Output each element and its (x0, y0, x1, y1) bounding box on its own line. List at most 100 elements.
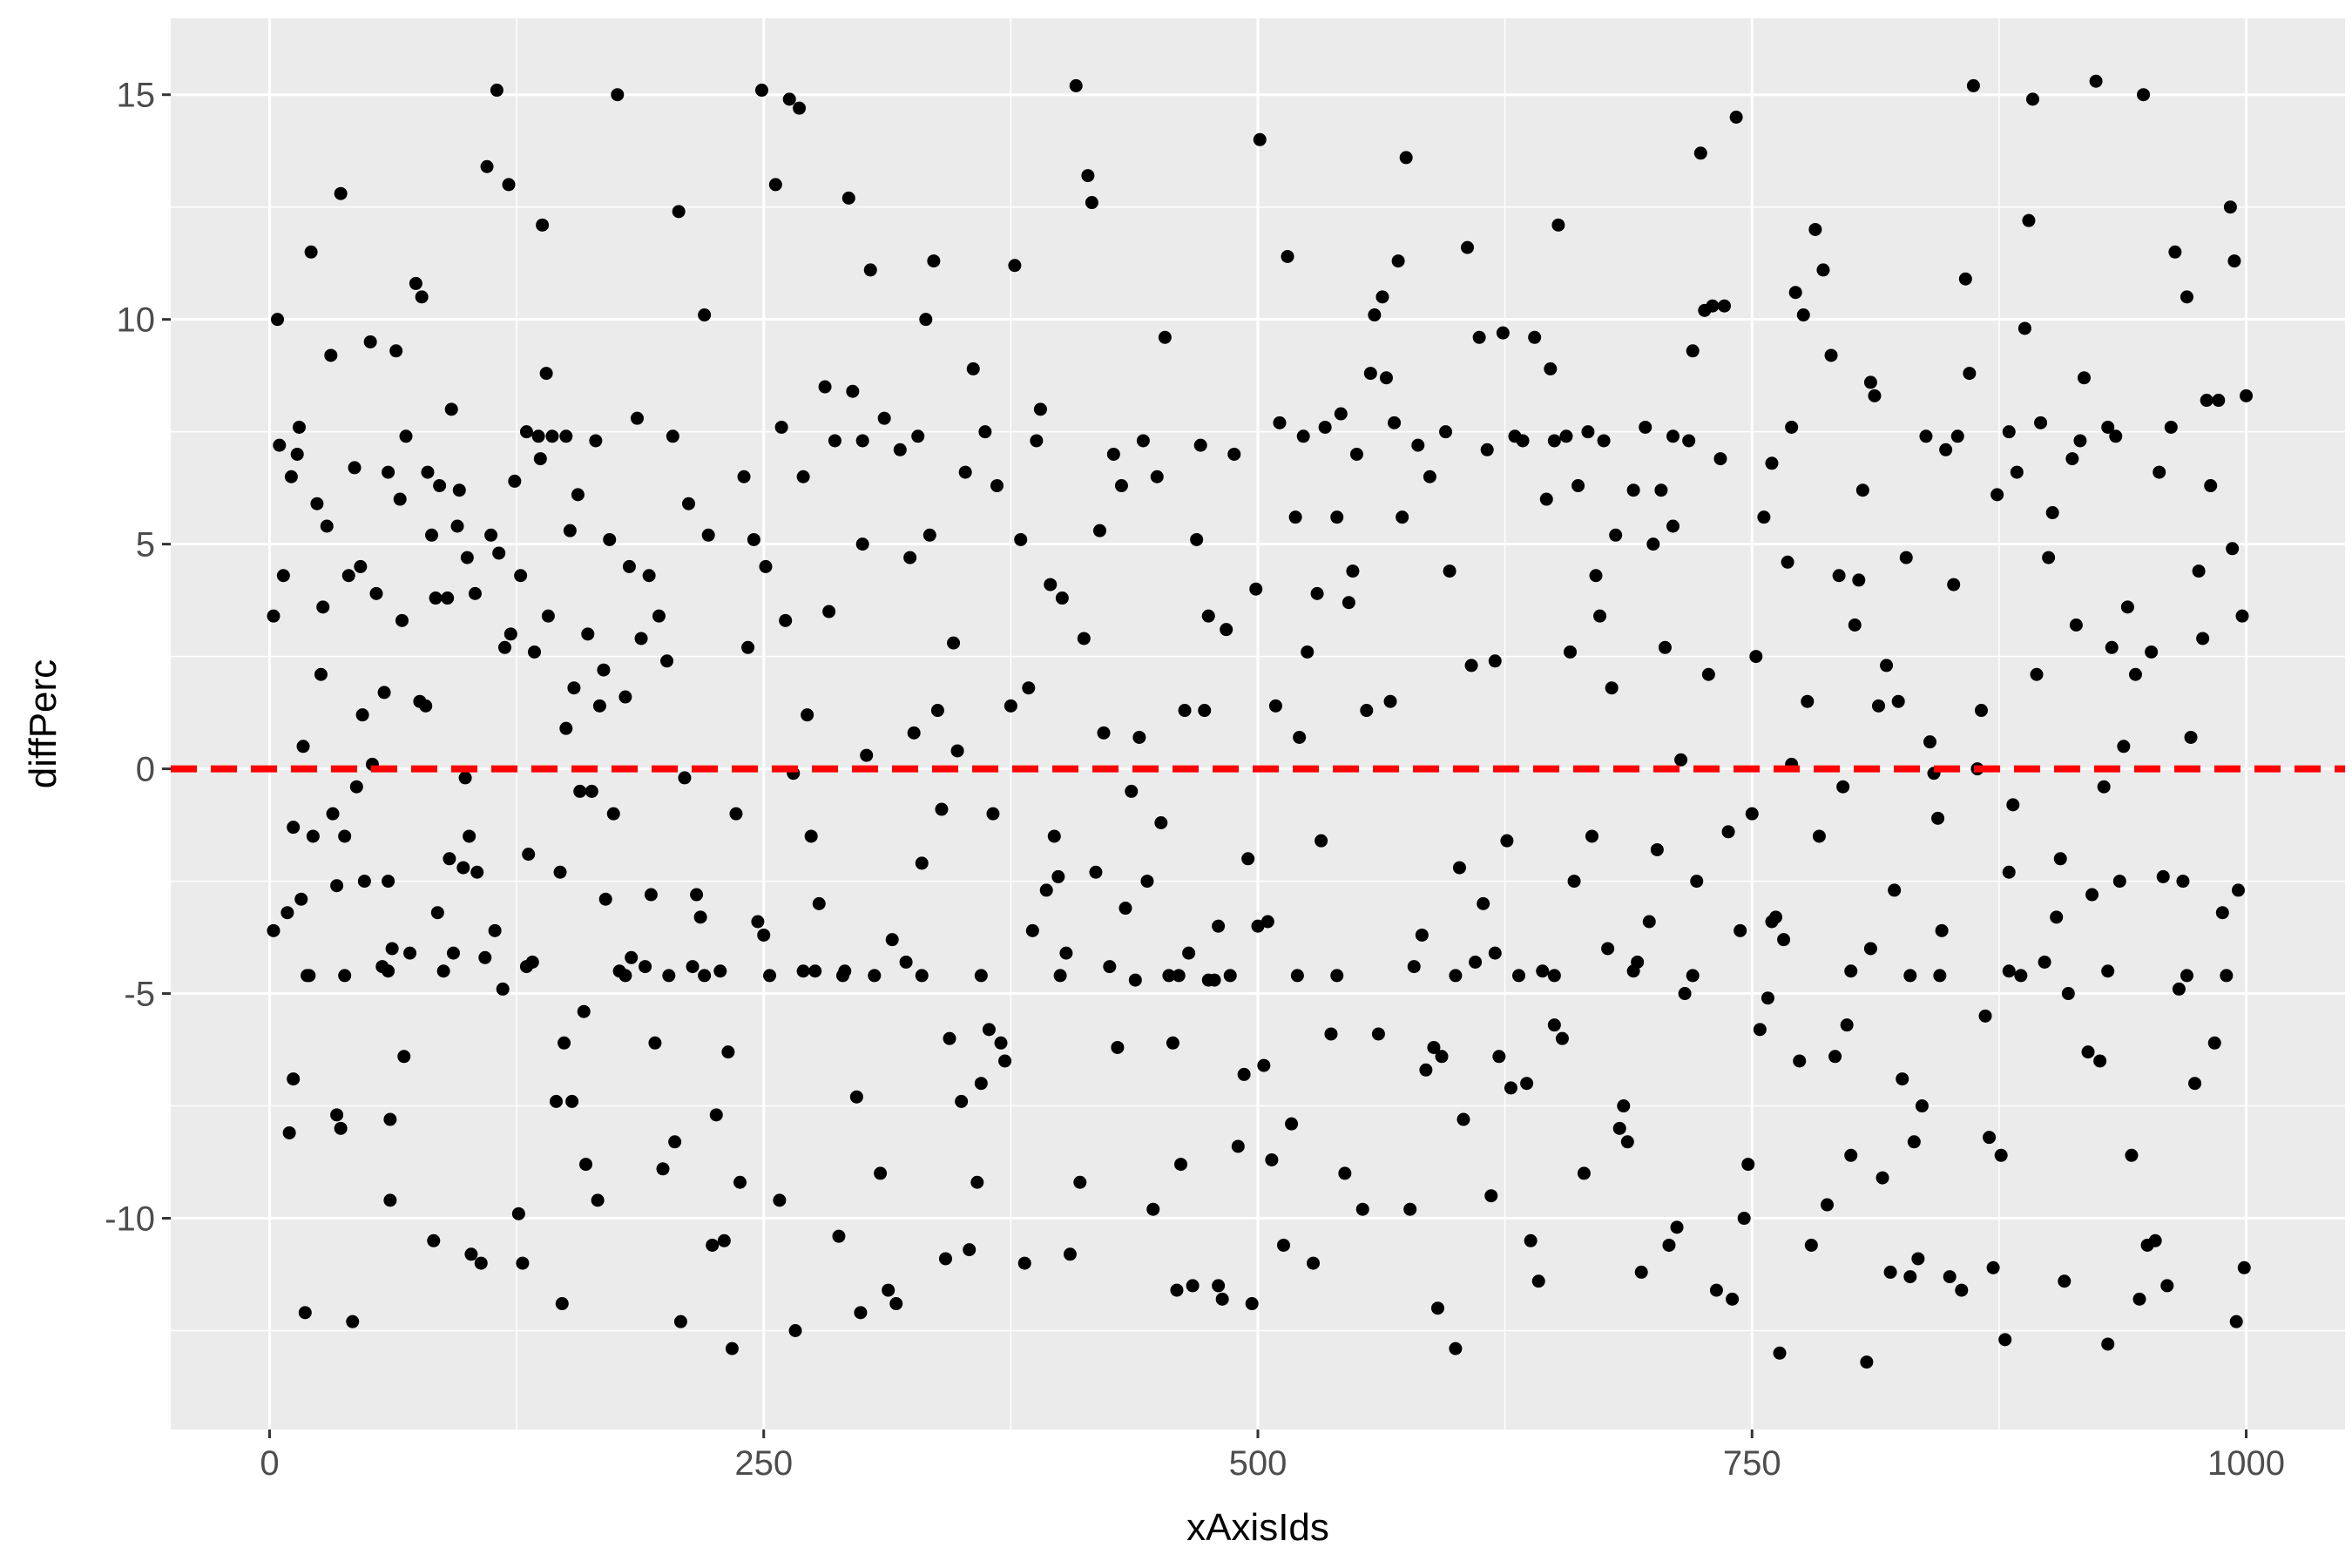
data-point (713, 964, 727, 978)
data-point (757, 928, 771, 942)
data-point (982, 1023, 996, 1037)
data-point (478, 950, 492, 964)
data-point (284, 470, 298, 483)
data-point (1318, 420, 1332, 434)
data-point (915, 856, 929, 870)
data-point (1085, 196, 1098, 210)
data-point (280, 906, 294, 920)
data-point (403, 946, 417, 960)
data-point (549, 1094, 563, 1108)
data-point (860, 748, 874, 762)
data-point (1223, 969, 1237, 983)
data-point (2188, 1077, 2202, 1091)
data-point (399, 429, 413, 443)
data-point (1201, 973, 1215, 987)
data-point (1017, 1256, 1031, 1270)
data-point (1073, 1175, 1087, 1189)
data-point (1063, 1247, 1077, 1261)
data-point (1008, 259, 1022, 273)
data-point (559, 721, 573, 735)
data-point (1597, 434, 1611, 448)
x-tick-label: 0 (260, 1444, 279, 1483)
data-point (539, 367, 553, 381)
data-point (1330, 969, 1344, 983)
data-point (1915, 1099, 1929, 1113)
data-point (1796, 308, 1810, 322)
data-point (2128, 667, 2142, 681)
data-point (1559, 429, 1573, 443)
data-point (1488, 654, 1502, 668)
data-point (310, 497, 324, 510)
data-point (2223, 200, 2237, 214)
data-point (357, 875, 371, 889)
data-point (1265, 1152, 1279, 1166)
data-point (441, 591, 455, 605)
data-point (2097, 780, 2111, 794)
data-point (923, 528, 936, 542)
data-point (1154, 816, 1168, 830)
data-point (1593, 609, 1607, 623)
data-point (1765, 915, 1779, 929)
data-point (2145, 645, 2159, 659)
y-tick-label: 15 (117, 77, 156, 115)
y-tick-label: 5 (136, 526, 155, 564)
data-point (907, 726, 921, 740)
data-point (986, 807, 1000, 821)
data-point (2085, 888, 2099, 902)
data-point (1227, 447, 1241, 461)
data-point (1039, 883, 1053, 897)
data-point (2030, 667, 2044, 681)
data-point (835, 969, 849, 983)
data-point (1215, 1292, 1229, 1306)
data-point (296, 740, 310, 754)
data-point (1430, 1301, 1444, 1315)
y-axis-title: diffPerc (22, 659, 64, 788)
data-point (1741, 1158, 1755, 1172)
data-point (1496, 326, 1510, 340)
data-point (701, 528, 715, 542)
data-point (1268, 699, 1282, 713)
data-point (606, 807, 620, 821)
data-point (877, 411, 891, 425)
data-point (1488, 946, 1502, 960)
data-point (1132, 730, 1146, 744)
data-point (1128, 973, 1142, 987)
data-point (759, 559, 773, 573)
data-point (747, 532, 760, 546)
data-point (603, 532, 617, 546)
data-point (796, 964, 810, 978)
data-point (1212, 1279, 1226, 1293)
data-point (458, 771, 472, 785)
x-axis-ticks: 0 250 500 750 1000 (260, 1429, 2285, 1483)
data-point (706, 1238, 720, 1252)
data-point (812, 896, 826, 910)
data-point (698, 969, 712, 983)
data-point (436, 964, 450, 978)
data-point (1551, 218, 1565, 232)
data-point (729, 807, 743, 821)
data-point (464, 1247, 478, 1261)
data-point (1480, 443, 1494, 456)
data-point (1639, 420, 1652, 434)
data-point (316, 600, 330, 614)
data-point (425, 528, 439, 542)
data-point (666, 429, 679, 443)
data-point (1504, 1081, 1517, 1095)
data-point (354, 559, 368, 573)
data-point (1492, 1050, 1506, 1064)
data-point (304, 245, 318, 259)
data-point (1670, 1220, 1684, 1234)
data-point (497, 640, 511, 654)
data-point (990, 479, 1004, 493)
data-point (893, 443, 907, 456)
data-point (2132, 1292, 2146, 1306)
data-point (555, 1297, 569, 1311)
data-point (1539, 492, 1553, 506)
data-point (514, 569, 528, 583)
data-point (382, 964, 395, 978)
data-point (656, 1162, 670, 1176)
data-point (1399, 151, 1413, 165)
data-point (334, 186, 348, 200)
data-point (2168, 245, 2182, 259)
data-point (1765, 456, 1779, 470)
